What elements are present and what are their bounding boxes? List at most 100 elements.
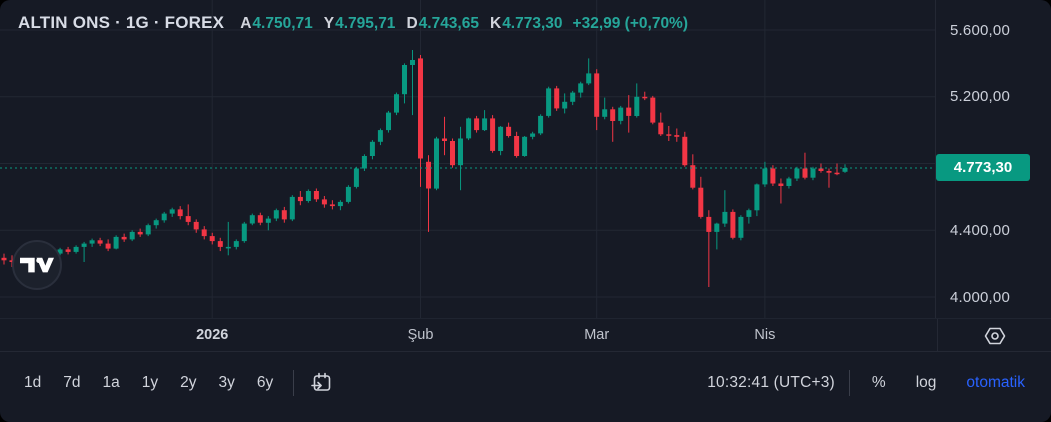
candle-body[interactable] [281,210,287,220]
candle-body[interactable] [578,83,584,93]
candle-body[interactable] [450,141,455,166]
candle-body[interactable] [193,221,199,230]
candle-body[interactable] [634,96,640,116]
candle-body[interactable] [145,225,151,235]
price-axis[interactable]: 4.773,30 5.600,00 5.200,00 4.400,00 4.000,0… [935,0,1051,318]
candle-body[interactable] [153,220,159,226]
candle-body[interactable] [217,241,223,247]
candle-body[interactable] [113,236,119,249]
candle-body[interactable] [209,236,215,242]
candle-body[interactable] [586,73,592,84]
candle-body[interactable] [233,241,239,247]
candle-body[interactable] [394,94,399,113]
candle-body[interactable] [353,168,359,187]
candle-body[interactable] [562,101,568,109]
candle-body[interactable] [674,135,680,137]
candle-body[interactable] [714,223,720,232]
candle-body[interactable] [650,97,656,123]
range-button-1a[interactable]: 1a [97,370,126,396]
candle-body[interactable] [201,229,207,237]
candle-body[interactable] [225,246,231,249]
candle-body[interactable] [1,257,7,261]
quick-settings-icon[interactable] [983,324,1007,348]
candle-body[interactable] [297,196,303,202]
candle-body[interactable] [490,118,496,151]
candle-body[interactable] [81,243,87,247]
candle-body[interactable] [594,73,600,117]
candle-body[interactable] [690,165,696,188]
candle-body[interactable] [730,211,736,238]
candle-body[interactable] [185,216,191,222]
clock[interactable]: 10:32:41 (UTC+3) [707,374,835,391]
candle-body[interactable] [802,168,808,178]
candle-body[interactable] [682,136,688,166]
candle-body[interactable] [273,210,279,219]
axis-settings-corner[interactable] [937,319,1051,352]
candle-body[interactable] [89,240,95,244]
candle-body[interactable] [161,213,167,221]
candle-body[interactable] [105,243,111,249]
range-button-1d[interactable]: 1d [18,370,47,396]
candle-body[interactable] [602,109,608,117]
candle-body[interactable] [618,107,624,121]
candle-body[interactable] [770,168,776,184]
candle-body[interactable] [626,107,632,116]
time-axis-label[interactable]: Mar [584,327,610,343]
candle-body[interactable] [129,231,135,240]
range-button-2y[interactable]: 2y [174,370,202,396]
candle-body[interactable] [73,246,79,252]
percent-scale-button[interactable]: % [871,374,886,391]
go-to-date-button[interactable] [308,369,336,397]
candle-body[interactable] [482,118,488,131]
candle-body[interactable] [345,186,351,202]
candle-body[interactable] [241,223,247,242]
candle-body[interactable] [522,136,528,156]
time-axis-label[interactable]: Nis [754,327,776,343]
candle-body[interactable] [754,184,760,211]
time-axis-label[interactable]: 2026 [196,327,229,343]
candle-body[interactable] [746,210,752,217]
candle-body[interactable] [426,161,431,189]
candle-body[interactable] [778,183,784,187]
candle-body[interactable] [249,215,255,224]
candle-body[interactable] [794,168,800,179]
candle-body[interactable] [762,168,768,185]
tradingview-logo[interactable] [12,240,62,290]
candle-body[interactable] [402,65,407,95]
log-scale-button[interactable]: log [915,374,937,391]
candle-body[interactable] [442,138,447,142]
candlestick-chart[interactable] [0,0,935,318]
candle-body[interactable] [369,141,375,156]
candle-body[interactable] [698,187,704,217]
candle-body[interactable] [498,126,504,151]
candle-body[interactable] [834,172,840,175]
candle-body[interactable] [458,138,463,166]
candle-body[interactable] [265,218,271,223]
candle-body[interactable] [466,118,472,139]
candle-body[interactable] [289,196,295,220]
range-button-7d[interactable]: 7d [57,370,86,396]
candle-body[interactable] [434,138,439,189]
candle-body[interactable] [305,191,311,201]
candle-body[interactable] [257,215,263,223]
candle-body[interactable] [666,134,672,136]
candle-body[interactable] [321,199,327,205]
candle-body[interactable] [121,236,127,240]
candle-body[interactable] [546,88,552,116]
candle-body[interactable] [786,178,792,187]
range-button-6y[interactable]: 6y [251,370,279,396]
candle-body[interactable] [538,115,544,134]
candle-body[interactable] [177,209,183,217]
candle-body[interactable] [842,168,848,172]
candle-body[interactable] [329,204,335,207]
candle-body[interactable] [377,130,383,142]
candle-body[interactable] [642,96,648,99]
time-axis-label[interactable]: Şub [407,327,434,343]
candle-body[interactable] [313,191,319,200]
candle-body[interactable] [722,211,728,224]
candle-body[interactable] [706,216,712,232]
candle-body[interactable] [610,109,616,121]
candle-body[interactable] [169,209,175,214]
candle-body[interactable] [530,133,536,137]
candle-body[interactable] [97,240,103,244]
